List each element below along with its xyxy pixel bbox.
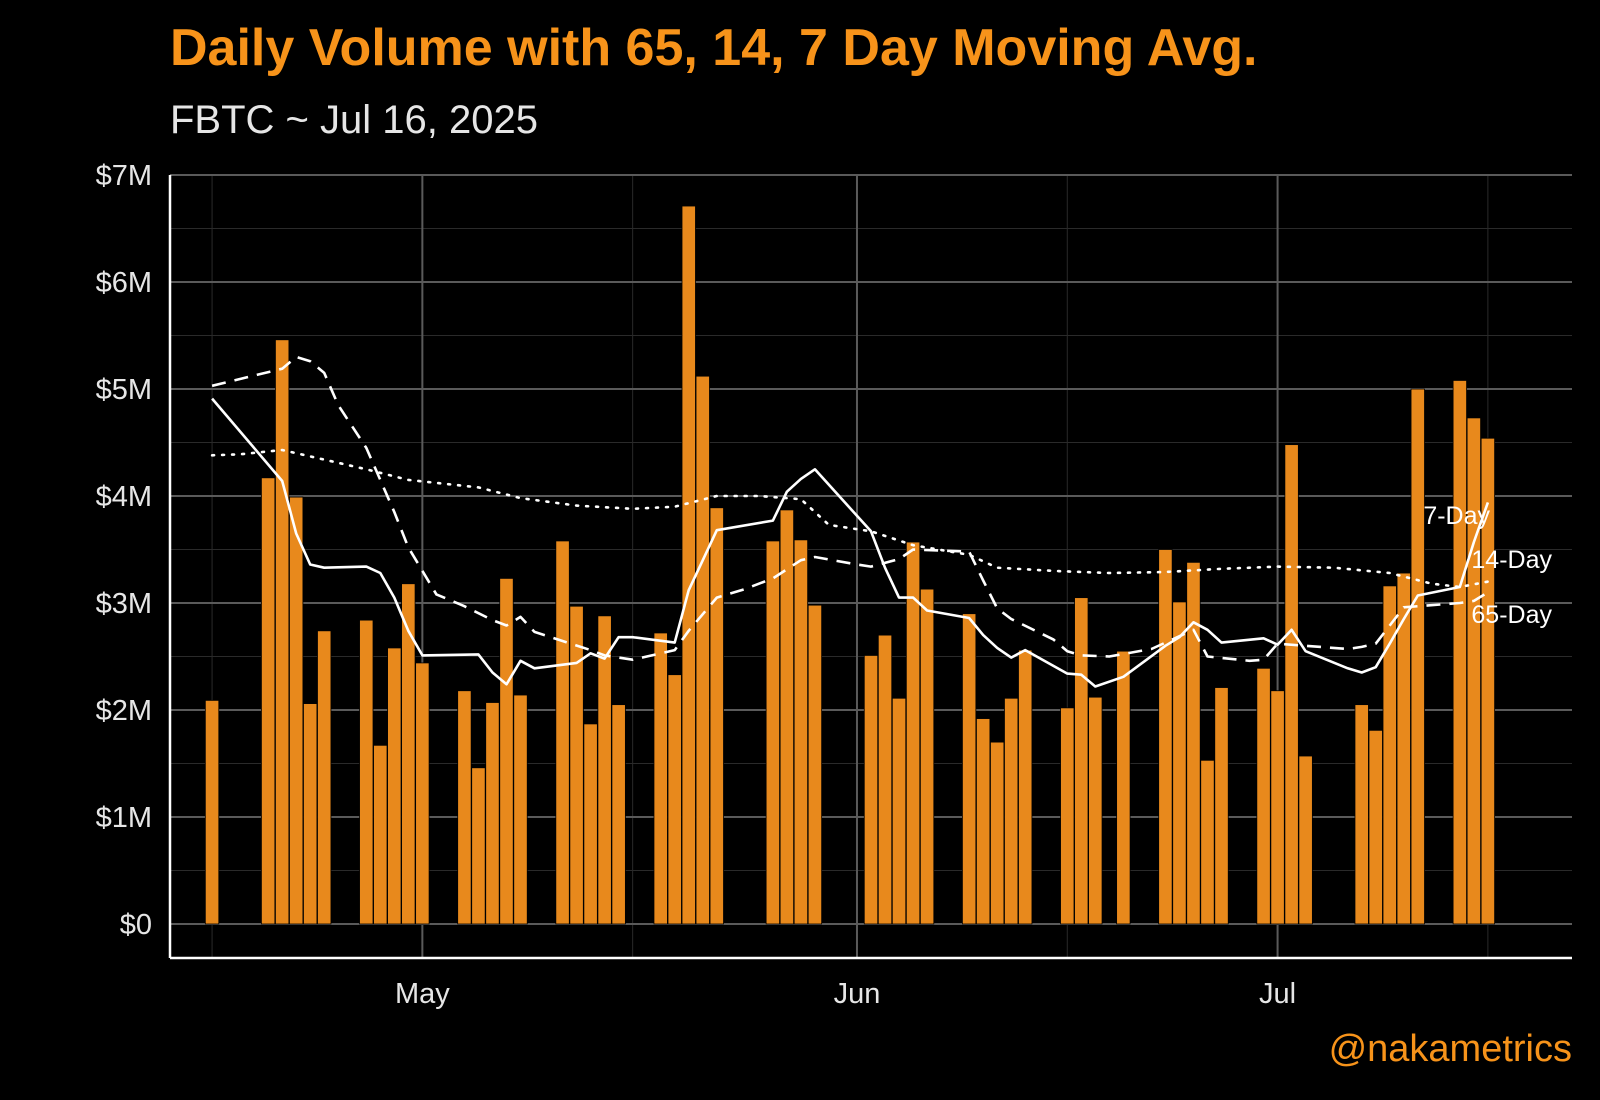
volume-bar (793, 539, 809, 925)
volume-bar (261, 477, 276, 925)
volume-bar (877, 634, 893, 925)
volume-bar (1004, 697, 1019, 925)
ma-line-14-day (211, 355, 1489, 663)
x-tick-label: Jun (834, 978, 881, 1010)
volume-bar (681, 205, 696, 925)
volume-bar (976, 718, 991, 925)
volume-bar (1354, 704, 1369, 925)
volume-bar (583, 723, 598, 925)
volume-bars (204, 205, 1496, 925)
volume-bar (1088, 696, 1103, 925)
volume-bar (1214, 687, 1229, 925)
x-tick-label: Jul (1259, 978, 1296, 1010)
volume-bar (204, 699, 220, 925)
chart-subtitle: FBTC ~ Jul 16, 2025 (170, 98, 538, 142)
volume-bar (990, 741, 1005, 925)
volume-bar (1368, 729, 1383, 925)
volume-bar (653, 632, 668, 925)
moving-average-lines (210, 355, 1490, 688)
volume-bar (709, 507, 724, 925)
ma-line-7-day (211, 397, 1490, 688)
y-tick-label: $7M (96, 160, 152, 192)
volume-bar (569, 605, 584, 925)
volume-bar (401, 583, 416, 925)
credit-handle: @nakametrics (1328, 1028, 1572, 1070)
series-labels: 7-Day 14-Day 65-Day (1423, 502, 1552, 629)
volume-bar (863, 655, 879, 925)
volume-bar (457, 690, 472, 925)
volume-bar (962, 613, 977, 925)
volume-bar (597, 615, 612, 925)
volume-bar (373, 744, 388, 925)
volume-bar (891, 697, 907, 925)
y-tick-label: $4M (96, 481, 152, 513)
volume-bar (807, 604, 823, 925)
volume-bar (905, 541, 921, 925)
x-tick-label: May (395, 978, 450, 1010)
volume-bar (1410, 388, 1425, 925)
volume-bar (779, 509, 795, 925)
volume-bar (275, 339, 290, 925)
volume-bar (1270, 690, 1285, 925)
volume-bar (359, 619, 374, 925)
volume-bar (1074, 597, 1089, 925)
y-tick-label: $2M (96, 695, 152, 727)
volume-bar (317, 630, 332, 925)
volume-bar (471, 767, 486, 925)
volume-bar (1060, 707, 1075, 925)
y-tick-label: $6M (96, 267, 152, 299)
volume-bar (611, 704, 626, 925)
volume-bar (1200, 759, 1215, 925)
volume-bar (289, 496, 304, 925)
volume-bar (1452, 380, 1467, 925)
volume-bar (555, 540, 570, 925)
volume-bar (1396, 572, 1411, 925)
volume-bar (1158, 549, 1173, 925)
series-label-65-day: 65-Day (1471, 601, 1552, 629)
volume-bar (485, 702, 500, 925)
y-tick-label: $1M (96, 802, 152, 834)
axes: $0 $1M $2M $3M $4M $5M $6M $7M May Jun Jul (96, 160, 1572, 1010)
chart-title: Daily Volume with 65, 14, 7 Day Moving A… (170, 19, 1258, 77)
volume-bar (1298, 755, 1313, 925)
volume-bar (415, 662, 430, 925)
volume-bar (1018, 649, 1033, 925)
volume-bar (1466, 417, 1481, 925)
volume-bar (1480, 437, 1496, 925)
volume-bar (1172, 601, 1187, 925)
series-label-7-day: 7-Day (1423, 502, 1490, 530)
volume-bar (919, 588, 935, 925)
y-tick-label: $3M (96, 588, 152, 620)
volume-bar (499, 577, 514, 925)
volume-bar (1116, 650, 1131, 925)
volume-bar (667, 674, 682, 925)
volume-bar (765, 540, 780, 925)
volume-bar (1186, 561, 1201, 925)
volume-bar (1382, 585, 1397, 925)
y-tick-label: $0 (120, 909, 152, 941)
series-label-14-day: 14-Day (1471, 546, 1552, 574)
volume-bar (1256, 667, 1271, 925)
volume-bar (1284, 444, 1299, 925)
volume-bar (513, 694, 528, 925)
volume-bar (695, 375, 710, 925)
volume-bar (387, 647, 402, 925)
volume-bar (303, 703, 318, 925)
y-tick-label: $5M (96, 374, 152, 406)
